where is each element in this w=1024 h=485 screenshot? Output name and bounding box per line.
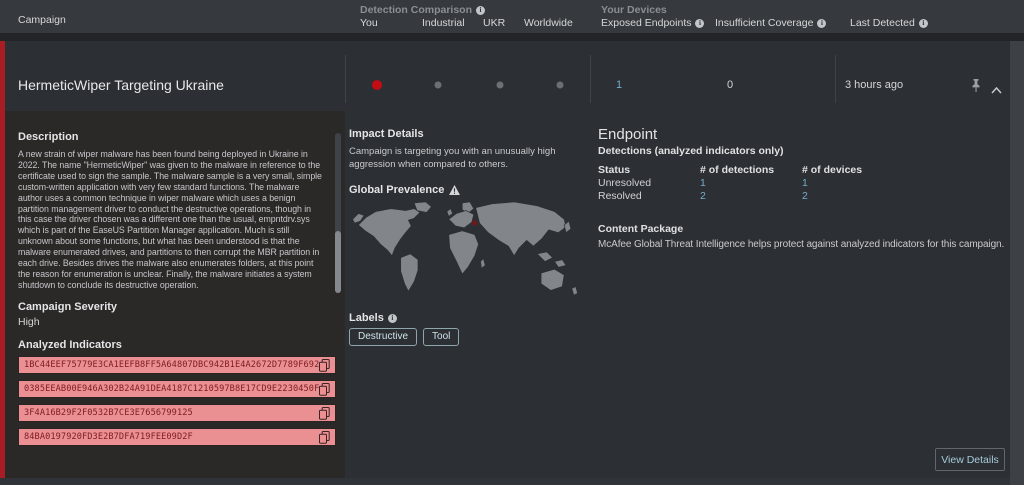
campaign-severity-value: High bbox=[18, 316, 40, 328]
chevron-up-icon bbox=[991, 86, 1002, 94]
analyzed-indicators-heading: Analyzed Indicators bbox=[18, 339, 122, 351]
label-chip-tool[interactable]: Tool bbox=[423, 328, 460, 346]
description-text: A new strain of wiper malware has been f… bbox=[18, 149, 322, 290]
status-unresolved-label: Unresolved bbox=[598, 177, 652, 189]
info-icon[interactable] bbox=[918, 19, 928, 28]
impact-column: Impact Details Campaign is targeting you… bbox=[349, 111, 599, 346]
copy-icon bbox=[319, 406, 330, 420]
indicator-hash: 1BC44EEF75779E3CA1EEFB8FF5A64807DBC942B1… bbox=[24, 360, 319, 370]
indicator-row: 0385EEAB00E946A302B24A91DEA4187C1210597B… bbox=[18, 380, 336, 398]
resolved-devices-count[interactable]: 2 bbox=[802, 190, 808, 202]
detection-dot-you bbox=[372, 80, 382, 90]
column-header-industrial: Industrial bbox=[422, 17, 465, 29]
indicator-row: 3F4A16B29F2F0532B7CE3E7656799125 bbox=[18, 404, 336, 422]
status-resolved-label: Resolved bbox=[598, 190, 642, 202]
column-header-insufficient-coverage: Insufficient Coverage bbox=[715, 17, 827, 29]
table-row: Unresolved 1 1 bbox=[598, 177, 1012, 190]
impact-details-text: Campaign is targeting you with an unusua… bbox=[349, 146, 556, 170]
indicator-row: 84BA0197920FD3E2B7DFA719FEE09D2F bbox=[18, 428, 336, 446]
status-column-header: Status bbox=[598, 164, 631, 176]
world-map bbox=[349, 200, 587, 300]
column-header-last-detected: Last Detected bbox=[850, 17, 928, 29]
copy-button[interactable] bbox=[319, 406, 330, 420]
impact-details-heading: Impact Details bbox=[349, 128, 424, 140]
detection-dot-industrial bbox=[434, 81, 442, 89]
column-header-ukr: UKR bbox=[483, 17, 506, 29]
copy-icon bbox=[319, 358, 330, 372]
detections-column-header: # of detections bbox=[700, 164, 775, 176]
detections-table: Status # of detections # of devices Unre… bbox=[598, 164, 1012, 203]
copy-icon bbox=[319, 430, 330, 444]
global-prevalence-heading: Global Prevalence bbox=[349, 184, 599, 196]
endpoint-column: Endpoint Detections (analyzed indicators… bbox=[598, 111, 1012, 250]
insufficient-coverage-value: 0 bbox=[727, 79, 734, 91]
divider bbox=[590, 55, 591, 103]
prevalence-marker bbox=[472, 220, 478, 226]
label-chips: Destructive Tool bbox=[349, 328, 599, 346]
warning-triangle-icon bbox=[449, 185, 461, 195]
info-icon[interactable] bbox=[387, 314, 397, 323]
indicator-row: 1BC44EEF75779E3CA1EEFB8FF5A64807DBC942B1… bbox=[18, 356, 336, 374]
copy-button[interactable] bbox=[319, 382, 330, 396]
collapse-row-button[interactable] bbox=[991, 82, 1002, 97]
pin-button[interactable] bbox=[970, 78, 982, 96]
column-header-exposed-endpoints: Exposed Endpoints bbox=[601, 17, 705, 29]
campaign-card: HermeticWiper Targeting Ukraine 1 0 3 ho… bbox=[0, 41, 1010, 478]
table-row: Resolved 2 2 bbox=[598, 190, 1012, 203]
divider bbox=[345, 55, 346, 103]
scrollbar-thumb[interactable] bbox=[335, 231, 341, 293]
view-details-button[interactable]: View Details bbox=[935, 448, 1005, 471]
labels-heading: Labels bbox=[349, 312, 599, 324]
devices-column-header: # of devices bbox=[802, 164, 863, 176]
info-icon[interactable] bbox=[695, 19, 705, 28]
indicator-hash: 84BA0197920FD3E2B7DFA719FEE09D2F bbox=[24, 432, 193, 442]
table-header-bar: Campaign Detection Comparison You Indust… bbox=[0, 0, 1024, 33]
description-panel: Description A new strain of wiper malwar… bbox=[5, 111, 345, 478]
campaign-title: HermeticWiper Targeting Ukraine bbox=[18, 77, 224, 93]
world-map-graphic bbox=[352, 201, 578, 296]
indicator-hash: 3F4A16B29F2F0532B7CE3E7656799125 bbox=[24, 408, 193, 418]
detection-comparison-group-title: Detection Comparison bbox=[360, 4, 486, 16]
page-scroll-gutter[interactable] bbox=[1010, 41, 1024, 485]
exposed-endpoints-value[interactable]: 1 bbox=[616, 79, 623, 91]
table-header-row: Status # of detections # of devices bbox=[598, 164, 1012, 177]
pin-icon bbox=[972, 79, 980, 92]
info-icon[interactable] bbox=[476, 6, 486, 15]
detection-dot-worldwide bbox=[556, 81, 564, 89]
campaign-severity-heading: Campaign Severity bbox=[18, 301, 118, 313]
column-header-you: You bbox=[360, 17, 378, 29]
last-detected-value: 3 hours ago bbox=[845, 79, 904, 91]
content-package-text: McAfee Global Threat Intelligence helps … bbox=[598, 239, 1005, 250]
campaign-column-header: Campaign bbox=[18, 14, 66, 26]
page-background-strip bbox=[0, 478, 1010, 485]
resolved-detections-count[interactable]: 2 bbox=[700, 190, 706, 202]
content-package-heading: Content Package bbox=[598, 223, 684, 235]
copy-button[interactable] bbox=[319, 358, 330, 372]
detection-dot-ukr bbox=[496, 81, 504, 89]
unresolved-detections-count[interactable]: 1 bbox=[700, 177, 706, 189]
divider bbox=[835, 55, 836, 103]
your-devices-group-title: Your Devices bbox=[601, 4, 667, 16]
unresolved-devices-count[interactable]: 1 bbox=[802, 177, 808, 189]
label-chip-destructive[interactable]: Destructive bbox=[349, 328, 418, 346]
info-icon[interactable] bbox=[817, 19, 827, 28]
endpoint-heading: Endpoint bbox=[598, 126, 658, 143]
detections-subheading: Detections (analyzed indicators only) bbox=[598, 145, 784, 157]
copy-icon bbox=[319, 382, 330, 396]
column-header-worldwide: Worldwide bbox=[524, 17, 573, 29]
copy-button[interactable] bbox=[319, 430, 330, 444]
description-scrollbar bbox=[335, 133, 341, 293]
description-heading: Description bbox=[18, 131, 79, 143]
indicator-list: 1BC44EEF75779E3CA1EEFB8FF5A64807DBC942B1… bbox=[18, 356, 336, 446]
indicator-hash: 0385EEAB00E946A302B24A91DEA4187C1210597B… bbox=[24, 384, 319, 394]
